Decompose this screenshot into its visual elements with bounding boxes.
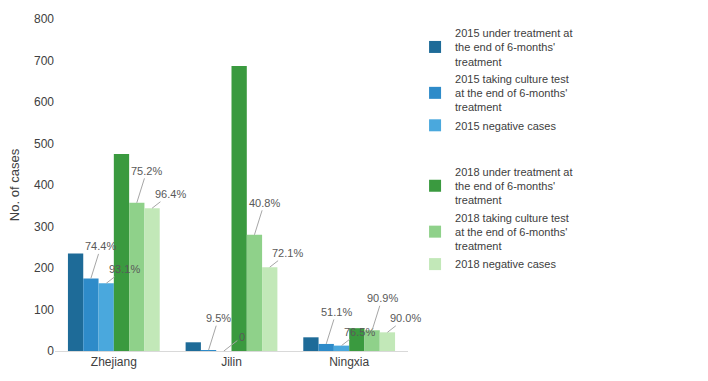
svg-text:72.1%: 72.1% [272,247,303,259]
svg-text:200: 200 [34,261,54,275]
svg-text:500: 500 [34,137,54,151]
svg-text:Jilin: Jilin [221,355,242,369]
svg-text:700: 700 [34,54,54,68]
svg-text:96.4%: 96.4% [155,188,186,200]
svg-text:600: 600 [34,95,54,109]
svg-text:40.8%: 40.8% [249,197,280,209]
svg-text:No. of cases: No. of cases [7,148,22,221]
svg-text:Zhejiang: Zhejiang [91,355,137,369]
svg-text:2018 negative cases: 2018 negative cases [455,258,556,270]
svg-text:51.1%: 51.1% [321,306,352,318]
svg-text:2018 under treatment atthe end: 2018 under treatment atthe end of 6-mont… [455,166,572,207]
svg-text:800: 800 [34,12,54,26]
svg-text:Ningxia: Ningxia [329,355,369,369]
svg-text:76.5%: 76.5% [344,326,375,338]
svg-text:0: 0 [239,331,245,343]
svg-text:300: 300 [34,220,54,234]
svg-text:0: 0 [47,344,54,358]
svg-text:2015 under treatment atthe end: 2015 under treatment atthe end of 6-mont… [455,27,572,68]
svg-text:93.1%: 93.1% [109,263,140,275]
svg-text:90.0%: 90.0% [390,312,421,324]
svg-text:9.5%: 9.5% [206,312,231,324]
svg-text:2018 taking culture testat the: 2018 taking culture testat the end of 6-… [455,212,569,253]
svg-text:2015 negative cases: 2015 negative cases [455,120,556,132]
svg-text:100: 100 [34,303,54,317]
svg-text:90.9%: 90.9% [367,292,398,304]
svg-text:75.2%: 75.2% [131,165,162,177]
svg-text:2015 taking culture testat the: 2015 taking culture testat the end of 6-… [455,73,569,114]
svg-text:74.4%: 74.4% [85,240,116,252]
svg-text:400: 400 [34,178,54,192]
